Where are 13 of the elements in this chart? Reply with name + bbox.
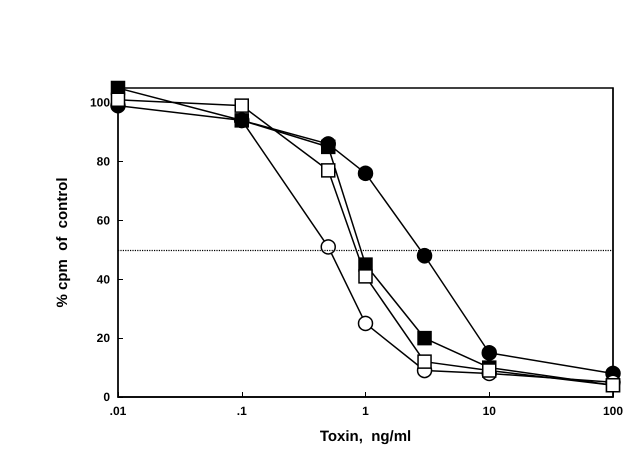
y-axis-title: % cpm of control <box>54 177 71 308</box>
y-tick-label: 80 <box>96 154 110 169</box>
x-tick-label: 1 <box>362 404 370 418</box>
y-tick-label: 0 <box>103 390 110 404</box>
y-tick-label: 20 <box>96 331 110 346</box>
x-tick-label: 100 <box>602 404 624 418</box>
y-tick-label: 100 <box>90 96 110 110</box>
x-tick-label: .01 <box>110 404 127 418</box>
y-tick-label: 60 <box>96 213 110 228</box>
x-axis-title: Toxin, ng/ml <box>320 428 412 445</box>
y-tick-label: 40 <box>96 272 110 286</box>
x-tick-label: 10 <box>482 404 496 418</box>
x-tick-label: .1 <box>236 404 248 418</box>
